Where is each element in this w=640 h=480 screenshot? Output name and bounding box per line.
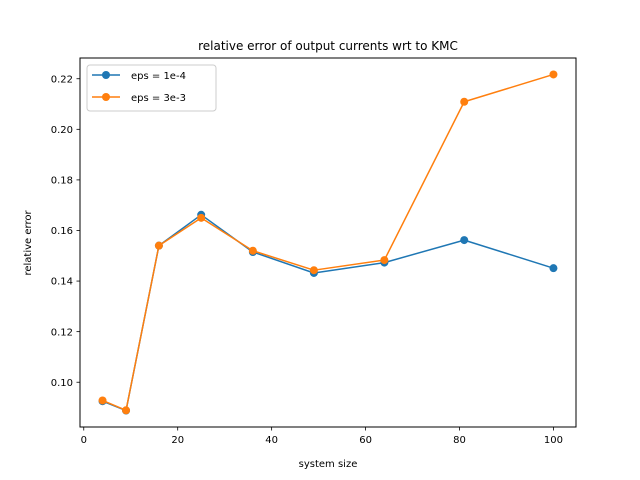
data-point (309, 266, 318, 275)
legend-marker (102, 93, 110, 101)
y-tick-label: 0.12 (51, 327, 73, 338)
data-point (122, 406, 131, 415)
legend-box (86, 64, 217, 112)
x-tick-label: 0 (81, 435, 87, 446)
data-point (549, 264, 558, 273)
data-point (460, 236, 469, 245)
data-point (197, 213, 206, 222)
data-point (380, 256, 389, 265)
y-tick-label: 0.14 (51, 277, 73, 288)
series-layer (98, 70, 558, 415)
y-axis-label: relative error (23, 210, 34, 276)
x-axis: 0 20 40 60 80 100 (81, 427, 563, 446)
x-tick-label: 40 (265, 435, 278, 446)
legend-label: eps = 3e-3 (131, 93, 186, 104)
x-tick-label: 60 (359, 435, 372, 446)
y-tick-label: 0.18 (51, 176, 73, 187)
y-tick-label: 0.22 (51, 74, 73, 85)
series-2 (98, 70, 558, 415)
y-tick-label: 0.16 (51, 226, 73, 237)
x-tick-label: 20 (171, 435, 184, 446)
data-point (154, 241, 163, 250)
data-point (248, 246, 257, 255)
y-axis: 0.10 0.12 0.14 0.16 0.18 0.20 0.22 (51, 74, 80, 389)
legend-label: eps = 1e-4 (131, 71, 186, 82)
data-point (98, 396, 107, 405)
legend-marker (102, 71, 110, 79)
x-tick-label: 100 (544, 435, 563, 446)
data-point (460, 97, 469, 106)
data-point (549, 70, 558, 79)
y-tick-label: 0.10 (51, 378, 73, 389)
x-tick-label: 80 (453, 435, 466, 446)
x-axis-label: system size (299, 459, 358, 470)
chart-title: relative error of output currents wrt to… (198, 39, 458, 53)
legend: eps = 1e-4 eps = 3e-3 (86, 64, 217, 112)
plot-frame (79, 57, 577, 428)
y-tick-label: 0.20 (51, 125, 73, 136)
